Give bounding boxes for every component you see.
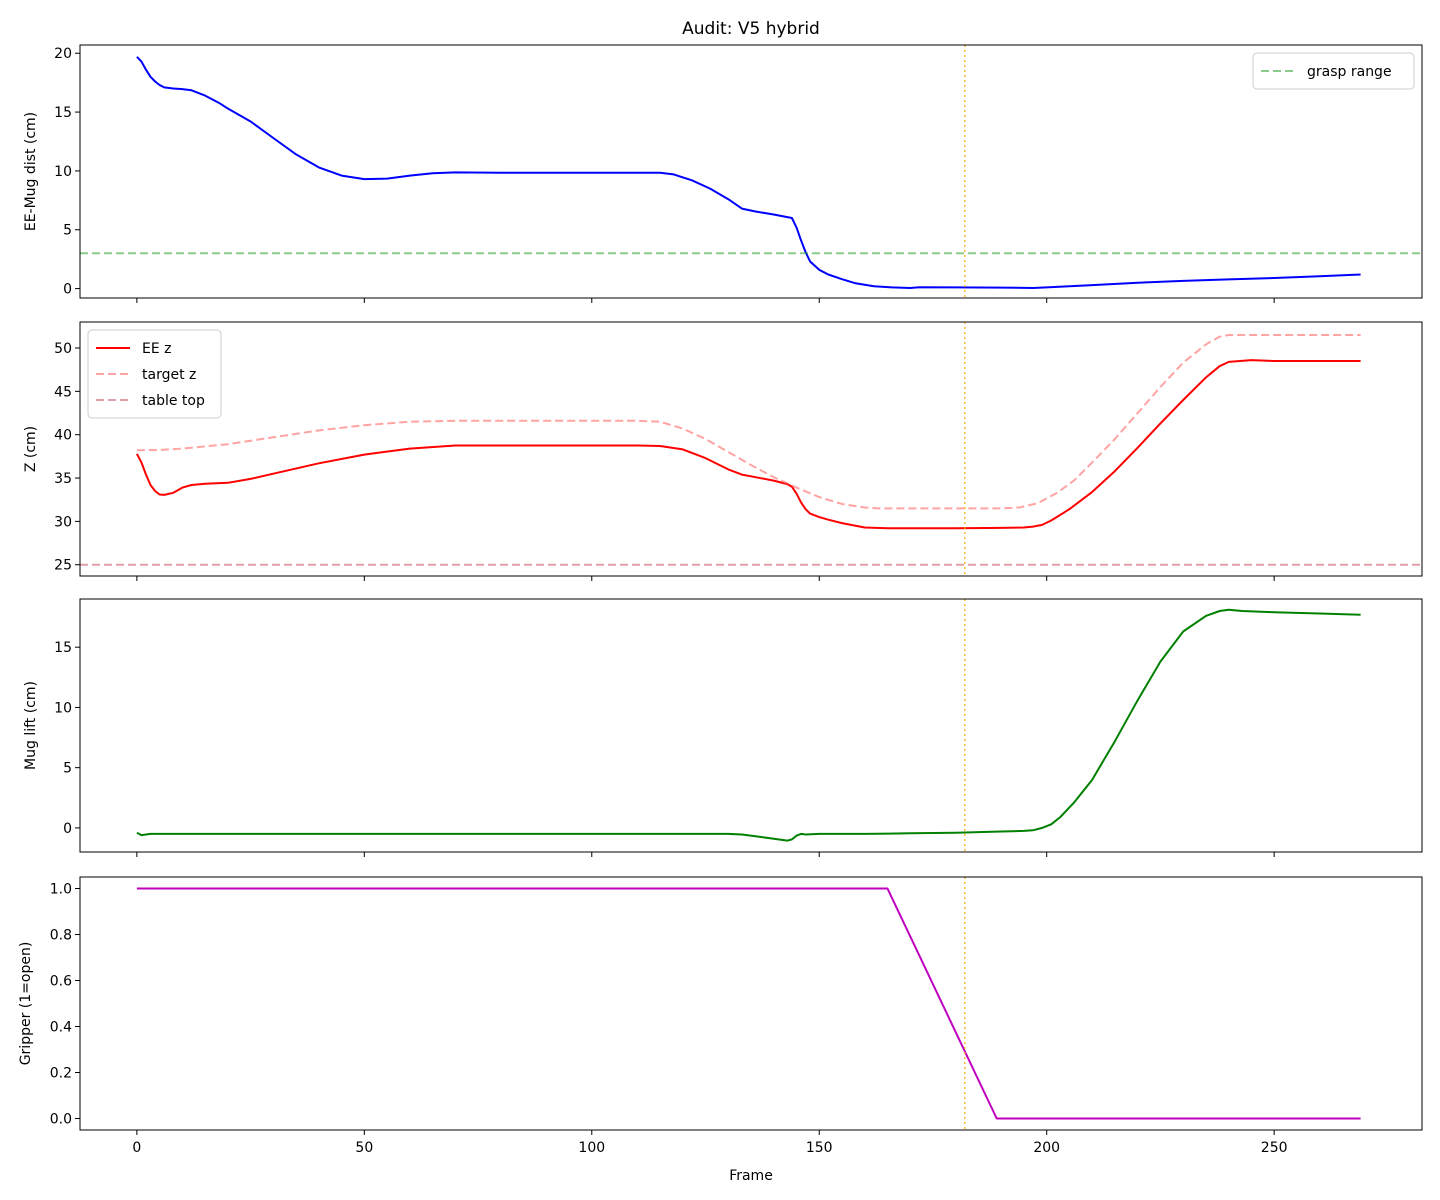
series-ee-mug-dist — [136, 56, 1361, 289]
y-tick-label: 15 — [54, 640, 72, 656]
panel-mug-lift: 0 5 10 15 Mug lift (cm) — [23, 598, 1423, 857]
legend-box — [87, 329, 222, 419]
legend-label: table top — [142, 393, 205, 409]
legend-label: EE z — [142, 341, 172, 357]
x-tick-label: 250 — [1261, 1140, 1288, 1156]
y-tick-label: 0 — [63, 282, 72, 298]
y-tick-label: 10 — [54, 700, 72, 716]
y-tick-label: 5 — [63, 223, 72, 239]
y-axis-label: EE-Mug dist (cm) — [23, 112, 39, 231]
legend-label: target z — [142, 367, 196, 383]
y-tick-label: 10 — [54, 164, 72, 180]
y-tick-label: 0.8 — [50, 928, 72, 944]
y-tick-label: 1.0 — [50, 882, 72, 898]
y-tick-label: 15 — [54, 105, 72, 121]
legend-label: grasp range — [1307, 64, 1392, 80]
plot-area — [80, 45, 1422, 298]
y-axis-label: Mug lift (cm) — [23, 681, 39, 770]
y-tick-label: 5 — [63, 761, 72, 777]
legend-box — [1252, 52, 1415, 90]
y-tick-label: 30 — [54, 514, 72, 530]
figure-title: Audit: V5 hybrid — [682, 19, 820, 39]
y-tick-label: 0 — [63, 821, 72, 837]
x-tick-label: 100 — [578, 1140, 605, 1156]
axes-frame — [79, 598, 1423, 853]
y-tick-label: 0.0 — [50, 1112, 72, 1128]
y-axis-label: Gripper (1=open) — [18, 942, 34, 1066]
axes-frame — [79, 876, 1423, 1131]
x-tick-label: 200 — [1033, 1140, 1060, 1156]
series-target-z — [136, 334, 1361, 510]
series-ee-z — [136, 359, 1361, 530]
panel-ee-mug-distance: 0 5 10 15 20 EE-Mug dist (cm) grasp range — [23, 44, 1423, 303]
plot-area — [136, 599, 1361, 852]
axes-frame — [79, 44, 1423, 299]
y-tick-label: 40 — [54, 428, 72, 444]
x-tick-label: 150 — [806, 1140, 833, 1156]
y-tick-label: 50 — [54, 341, 72, 357]
plot-area — [136, 877, 1361, 1130]
panel-gripper: 0.0 0.2 0.4 0.6 0.8 1.0 0 50 100 150 200 250 Gripper… — [18, 876, 1423, 1156]
x-tick-label: 50 — [355, 1140, 373, 1156]
y-tick-label: 20 — [54, 46, 72, 62]
y-tick-label: 35 — [54, 471, 72, 487]
y-tick-label: 0.6 — [50, 974, 72, 990]
y-tick-label: 25 — [54, 558, 72, 574]
y-tick-label: 0.4 — [50, 1020, 72, 1036]
panel-z-height: 25 30 35 40 45 50 Z (cm) EE z target z table top — [23, 321, 1423, 581]
x-axis-label: Frame — [729, 1168, 773, 1184]
y-tick-label: 0.2 — [50, 1066, 72, 1082]
axes-frame — [79, 321, 1423, 577]
plot-area — [80, 322, 1422, 576]
x-tick-label: 0 — [132, 1140, 141, 1156]
y-tick-label: 45 — [54, 384, 72, 400]
series-mug-lift — [136, 608, 1361, 842]
y-axis-label: Z (cm) — [23, 426, 39, 472]
series-gripper — [136, 887, 1361, 1120]
